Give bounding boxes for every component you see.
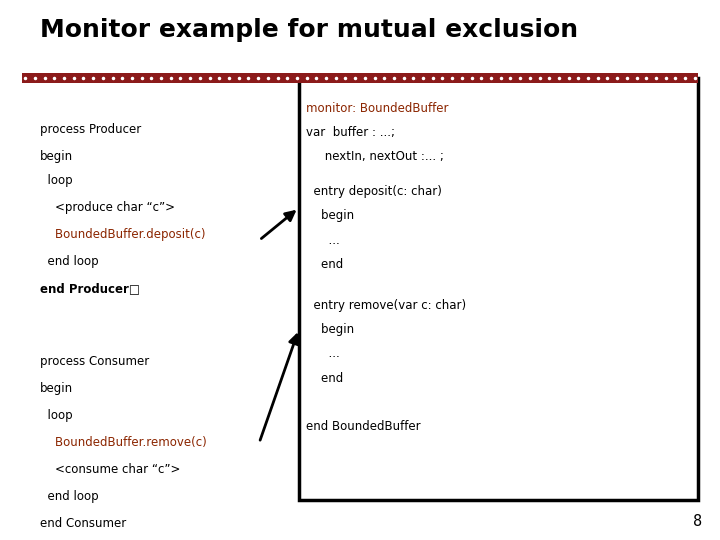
Text: entry remove(var c: char): entry remove(var c: char): [306, 299, 466, 312]
Text: ...: ...: [306, 347, 340, 360]
Text: end loop: end loop: [40, 490, 98, 503]
Text: end Consumer: end Consumer: [40, 517, 126, 530]
Text: entry deposit(c: char): entry deposit(c: char): [306, 185, 442, 198]
Text: ...: ...: [306, 234, 340, 247]
Text: monitor: BoundedBuffer: monitor: BoundedBuffer: [306, 102, 449, 114]
Text: begin: begin: [306, 323, 354, 336]
Text: <consume char “c”>: <consume char “c”>: [40, 463, 180, 476]
Text: begin: begin: [306, 210, 354, 222]
Text: BoundedBuffer.remove(c): BoundedBuffer.remove(c): [40, 436, 207, 449]
Text: 8: 8: [693, 514, 702, 529]
Text: end: end: [306, 372, 343, 384]
Text: process Producer: process Producer: [40, 123, 141, 136]
Text: var  buffer : ...;: var buffer : ...;: [306, 126, 395, 139]
Text: end BoundedBuffer: end BoundedBuffer: [306, 420, 420, 433]
Text: <produce char “c”>: <produce char “c”>: [40, 201, 174, 214]
Text: nextIn, nextOut :... ;: nextIn, nextOut :... ;: [306, 150, 444, 163]
Text: begin: begin: [40, 150, 73, 163]
Bar: [299, 78, 698, 500]
Text: process Consumer: process Consumer: [40, 355, 149, 368]
Text: BoundedBuffer.deposit(c): BoundedBuffer.deposit(c): [40, 228, 205, 241]
Text: loop: loop: [40, 409, 72, 422]
Text: loop: loop: [40, 174, 72, 187]
Text: Monitor example for mutual exclusion: Monitor example for mutual exclusion: [40, 18, 577, 42]
Text: end: end: [306, 258, 343, 271]
Bar: [22, 73, 698, 83]
Text: end Producer□: end Producer□: [40, 282, 140, 295]
Text: end loop: end loop: [40, 255, 98, 268]
Text: begin: begin: [40, 382, 73, 395]
